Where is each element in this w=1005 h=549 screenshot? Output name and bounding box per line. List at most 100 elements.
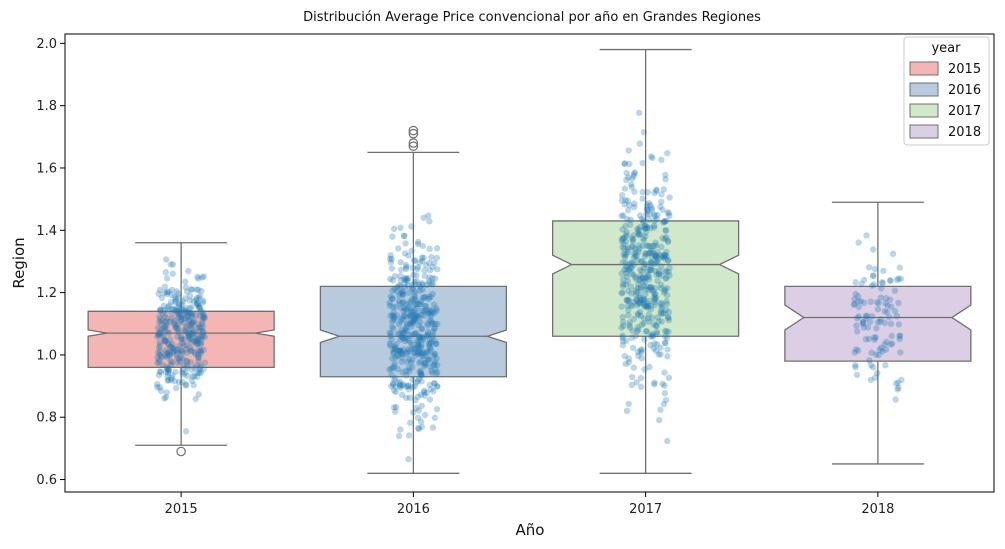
strip-point [881, 308, 888, 315]
strip-point [619, 289, 626, 296]
strip-point [401, 304, 408, 312]
strip-point [623, 266, 630, 273]
strip-point [431, 351, 439, 358]
strip-point [629, 235, 636, 242]
strip-point [434, 361, 441, 369]
strip-point [166, 318, 173, 325]
strip-point [414, 300, 421, 307]
strip-point [403, 349, 410, 356]
strip-point [624, 244, 632, 251]
strip-point [403, 335, 410, 342]
strip-point [196, 366, 203, 374]
strip-point [882, 346, 890, 353]
strip-point [192, 296, 200, 304]
strip-point [409, 356, 416, 363]
strip-point [174, 290, 182, 297]
strip-point [178, 305, 186, 313]
strip-point [178, 333, 185, 341]
strip-point [389, 312, 396, 319]
strip-point [401, 312, 408, 319]
strip-point [853, 328, 861, 335]
strip-point [623, 337, 630, 344]
strip-point [428, 367, 435, 375]
box-2017 [551, 220, 740, 337]
strip-point [189, 330, 197, 337]
strip-point [651, 242, 658, 250]
strip-point [416, 348, 424, 355]
strip-point [178, 336, 185, 344]
strip-point [625, 297, 632, 304]
strip-point [405, 304, 412, 311]
strip-point [623, 263, 630, 270]
strip-point [658, 263, 665, 270]
legend-label-2016: 2016 [948, 83, 981, 98]
strip-point [625, 311, 632, 319]
strip-point [897, 349, 904, 356]
strip-point [432, 366, 439, 373]
strip-point [620, 212, 627, 219]
strip-point [426, 267, 434, 274]
strip-point [868, 313, 876, 320]
y-tick-label: 1.8 [36, 99, 57, 114]
strip-point [642, 291, 649, 298]
strip-points [154, 109, 905, 463]
strip-point [655, 351, 662, 358]
strip-point [888, 332, 895, 340]
strip-point [406, 300, 413, 307]
strip-point [870, 272, 877, 279]
strip-point [619, 192, 626, 199]
strip-point [641, 223, 648, 230]
strip-point [625, 306, 632, 314]
strip-point [405, 355, 413, 363]
strip-point [625, 207, 632, 214]
strip-point [163, 363, 170, 371]
strip-point [173, 288, 180, 295]
strip-point [898, 376, 905, 383]
x-axis-title: Año [516, 521, 545, 539]
strip-point [160, 333, 168, 341]
strip-point [390, 404, 398, 411]
strip-point [634, 257, 641, 264]
strip-point [411, 281, 418, 288]
strip-point [631, 169, 639, 176]
strip-point [639, 258, 646, 265]
strip-point [399, 333, 406, 341]
strip-point [658, 303, 666, 310]
strip-point [167, 348, 175, 355]
strip-point [871, 334, 878, 341]
strip-point [654, 249, 661, 256]
strip-point [880, 267, 887, 274]
strip-point [658, 243, 665, 251]
strip-point [418, 378, 425, 385]
strip-point [196, 327, 204, 335]
strip-point [636, 300, 643, 307]
strip-point [397, 318, 404, 325]
strip-point [193, 301, 200, 309]
strip-point [638, 349, 645, 356]
strip-point [390, 308, 397, 316]
strip-point [653, 216, 660, 223]
strip-point [647, 258, 655, 266]
strip-point [386, 366, 393, 373]
strip-point [663, 334, 671, 342]
strip-point [644, 300, 652, 308]
strip-point [652, 252, 659, 259]
strip-point [416, 344, 423, 351]
strip-point [167, 377, 175, 384]
strip-point [171, 293, 178, 301]
strip-point [409, 383, 416, 391]
strip-point [185, 331, 193, 338]
strip-point [665, 257, 672, 264]
strip-point [418, 402, 425, 409]
strip-point [411, 294, 419, 301]
strip-point [640, 295, 648, 303]
strip-point [404, 327, 411, 335]
strip-point [631, 203, 638, 211]
strip-point [879, 279, 886, 287]
strip-point [183, 341, 190, 348]
strip-point [647, 266, 654, 274]
strip-point [664, 209, 671, 216]
strip-point [414, 414, 422, 421]
strip-point [400, 232, 408, 239]
strip-point [187, 323, 194, 330]
